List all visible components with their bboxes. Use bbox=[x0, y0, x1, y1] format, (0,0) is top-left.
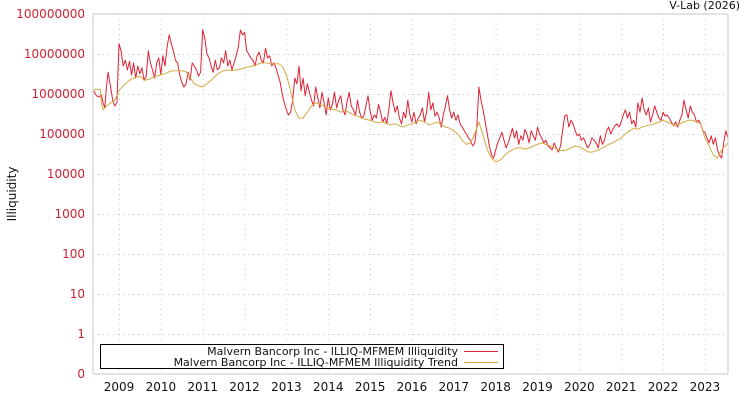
x-tick-label: 2017 bbox=[439, 380, 470, 394]
legend-box bbox=[100, 344, 504, 369]
y-tick-label: 100000 bbox=[39, 127, 85, 141]
x-tick-label: 2018 bbox=[480, 380, 511, 394]
x-tick-label: 2023 bbox=[690, 380, 721, 394]
y-tick-label: 10000000 bbox=[24, 47, 85, 61]
data-series bbox=[93, 29, 729, 163]
x-tick-label: 2011 bbox=[187, 380, 218, 394]
illiquidity-line bbox=[93, 29, 729, 159]
x-tick-label: 2013 bbox=[271, 380, 302, 394]
x-tick-label: 2015 bbox=[355, 380, 386, 394]
illiquidity-trend-line bbox=[93, 62, 729, 163]
x-tick-label: 2022 bbox=[648, 380, 679, 394]
y-tick-label: 1 bbox=[77, 327, 85, 341]
y-tick-label: 1000 bbox=[54, 207, 85, 221]
chart-credit: V-Lab (2026) bbox=[669, 0, 740, 12]
y-axis-ticks: 1000000001000000010000001000001000010001… bbox=[16, 7, 85, 381]
y-tick-label: 0 bbox=[77, 367, 85, 381]
y-tick-label: 100 bbox=[62, 247, 85, 261]
x-tick-label: 2019 bbox=[522, 380, 553, 394]
y-tick-label: 10000 bbox=[47, 167, 85, 181]
y-tick-label: 100000000 bbox=[16, 7, 85, 21]
x-tick-label: 2012 bbox=[229, 380, 260, 394]
legend-item-illiquidity-trend: Malvern Bancorp Inc - ILLIQ-MFMEM Illiqu… bbox=[174, 356, 458, 369]
x-tick-label: 2010 bbox=[146, 380, 177, 394]
y-tick-label: 10 bbox=[70, 287, 85, 301]
y-axis-label: Illiquidity bbox=[5, 167, 19, 222]
y-tick-label: 1000000 bbox=[32, 87, 85, 101]
x-axis-ticks: 2009 2010 2011 2012 2013 2014 2015 2016 2017 2018… bbox=[104, 380, 720, 394]
legend-item-illiquidity: Malvern Bancorp Inc - ILLIQ-MFMEM Illiqu… bbox=[207, 345, 458, 358]
x-tick-label: 2020 bbox=[564, 380, 595, 394]
x-tick-label: 2016 bbox=[397, 380, 428, 394]
x-tick-label: 2014 bbox=[313, 380, 344, 394]
x-tick-label: 2009 bbox=[104, 380, 135, 394]
legend: Malvern Bancorp Inc - ILLIQ-MFMEM Illiqu… bbox=[100, 344, 504, 369]
x-tick-label: 2021 bbox=[606, 380, 637, 394]
grid-lines bbox=[93, 14, 728, 374]
